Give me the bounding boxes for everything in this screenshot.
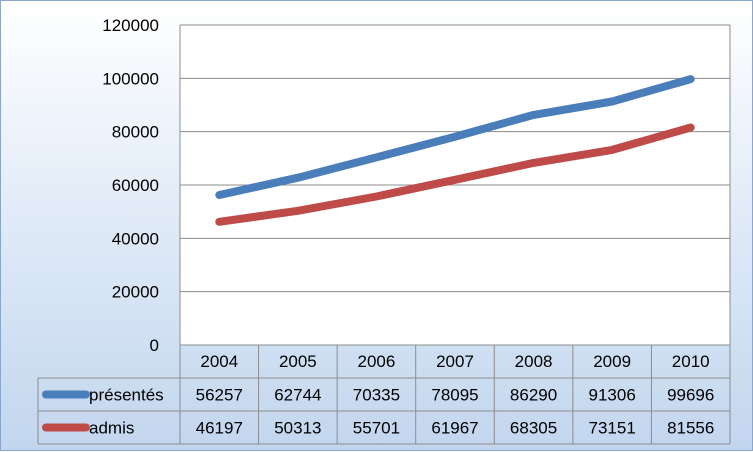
table-cell-value: 50313 — [274, 419, 321, 438]
y-tick-label: 20000 — [112, 283, 159, 302]
table-cell-value: 62744 — [274, 386, 321, 405]
y-axis-tick-labels: 0 20000 40000 60000 80000 100000 120000 — [102, 16, 159, 355]
data-point — [294, 207, 301, 214]
table-cell-value: 99696 — [667, 386, 714, 405]
series-line-1 — [215, 123, 695, 226]
table-cell-value: 61967 — [431, 419, 478, 438]
data-point — [373, 154, 380, 161]
data-point — [530, 111, 537, 118]
legend-label: présentés — [89, 386, 164, 405]
x-category-label: 2004 — [200, 352, 238, 371]
data-point — [294, 174, 301, 181]
table-cell-value: 56257 — [196, 386, 243, 405]
table-cell-value: 86290 — [510, 386, 557, 405]
table-cell-value: 73151 — [589, 419, 636, 438]
data-point — [216, 191, 223, 198]
table-cell-value: 81556 — [667, 419, 714, 438]
data-point — [609, 146, 616, 153]
table-cell-value: 70335 — [353, 386, 400, 405]
y-tick-label: 40000 — [112, 229, 159, 248]
table-cell-value: 68305 — [510, 419, 557, 438]
y-tick-label: 80000 — [112, 123, 159, 142]
data-point — [373, 193, 380, 200]
y-tick-label: 60000 — [112, 176, 159, 195]
data-point — [687, 76, 694, 83]
data-table: 2004 2005 2006 2007 2008 2009 2010 présentés 562… — [37, 344, 731, 445]
series-line-0 — [215, 75, 695, 199]
data-point — [609, 98, 616, 105]
data-point — [452, 176, 459, 183]
x-category-label: 2007 — [436, 352, 474, 371]
series-lines — [215, 75, 695, 226]
x-category-label: 2005 — [279, 352, 317, 371]
table-cell-value: 78095 — [431, 386, 478, 405]
data-point — [216, 218, 223, 225]
table-cell-value: 55701 — [353, 419, 400, 438]
y-tick-label: 100000 — [102, 69, 159, 88]
x-category-label: 2010 — [672, 352, 710, 371]
x-category-label: 2008 — [515, 352, 553, 371]
x-category-label: 2009 — [593, 352, 631, 371]
data-point — [530, 159, 537, 166]
table-cell-value: 91306 — [589, 386, 636, 405]
data-point — [452, 133, 459, 140]
data-point — [687, 124, 694, 131]
y-tick-label: 120000 — [102, 16, 159, 35]
y-tick-label: 0 — [150, 336, 159, 355]
x-category-label: 2006 — [358, 352, 396, 371]
table-cell-value: 46197 — [196, 419, 243, 438]
legend-label: admis — [89, 419, 134, 438]
